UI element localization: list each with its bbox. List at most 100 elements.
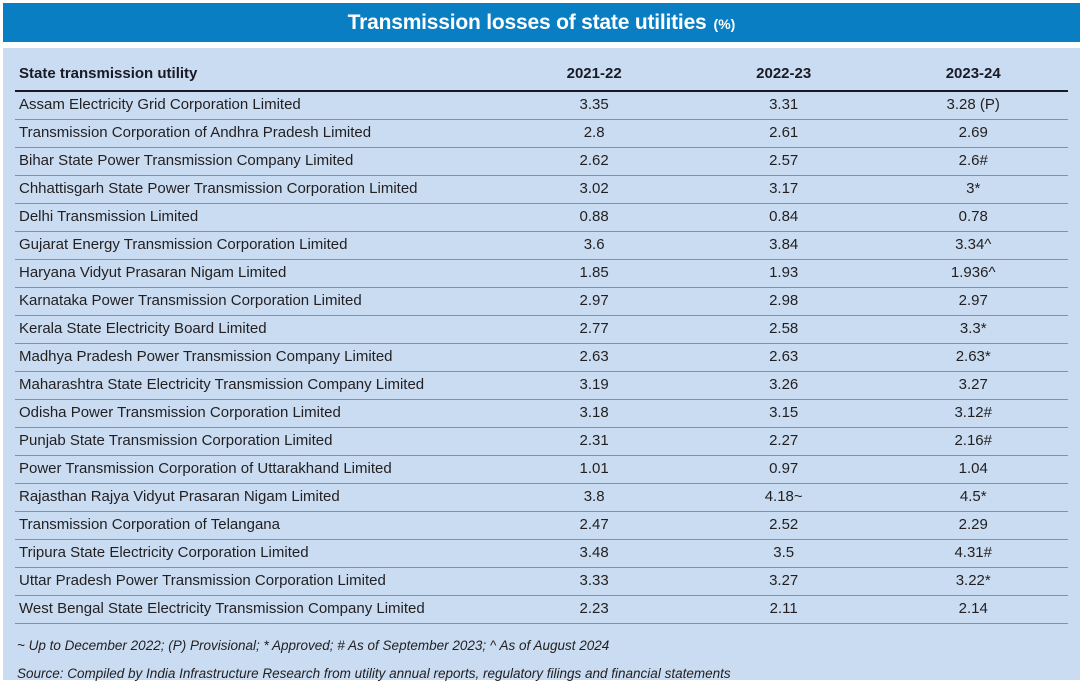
value-cell-2022-23: 2.98 [688,287,879,316]
value-cell-2022-23: 2.52 [688,511,879,540]
value-cell-2022-23: 2.57 [688,147,879,176]
table-row: Maharashtra State Electricity Transmissi… [15,371,1068,400]
utility-name-cell: Chhattisgarh State Power Transmission Co… [15,175,500,204]
value-cell-2023-24: 3.27 [878,371,1068,400]
utility-name-cell: Odisha Power Transmission Corporation Li… [15,399,500,428]
utility-name-cell: Transmission Corporation of Telangana [15,511,500,540]
value-cell-2021-22: 3.18 [499,399,689,428]
value-cell-2023-24: 2.14 [878,595,1068,624]
table-row: Power Transmission Corporation of Uttara… [15,455,1068,484]
table-row: Transmission Corporation of Telangana 2.4… [15,511,1068,540]
table-title-bar: Transmission losses of state utilities (… [3,3,1080,42]
table-row: Transmission Corporation of Andhra Prade… [15,119,1068,148]
value-cell-2022-23: 2.11 [688,595,879,624]
table-row: Gujarat Energy Transmission Corporation … [15,231,1068,260]
utility-name-cell: Rajasthan Rajya Vidyut Prasaran Nigam Li… [15,483,500,512]
value-cell-2022-23: 3.84 [688,231,879,260]
utility-name-cell: Power Transmission Corporation of Uttara… [15,455,500,484]
value-cell-2021-22: 0.88 [499,203,689,232]
value-cell-2021-22: 3.8 [499,483,689,512]
table-title-unit: (%) [713,15,736,32]
value-cell-2022-23: 4.18~ [688,483,879,512]
column-header-2021-22: 2021-22 [499,56,689,92]
value-cell-2021-22: 3.33 [499,567,689,596]
column-header-2022-23: 2022-23 [688,56,879,92]
table-title: Transmission losses of state utilities [347,10,707,34]
transmission-losses-table: State transmission utility 2021-22 2022-… [15,56,1068,624]
table-row: Bihar State Power Transmission Company L… [15,147,1068,176]
utility-name-cell: Haryana Vidyut Prasaran Nigam Limited [15,259,500,288]
utility-name-cell: Maharashtra State Electricity Transmissi… [15,371,500,400]
utility-name-cell: Delhi Transmission Limited [15,203,500,232]
value-cell-2021-22: 1.85 [499,259,689,288]
value-cell-2022-23: 2.27 [688,427,879,456]
value-cell-2023-24: 3.3* [878,315,1068,344]
table-row: Tripura State Electricity Corporation Li… [15,539,1068,568]
table-row: West Bengal State Electricity Transmissi… [15,595,1068,624]
value-cell-2023-24: 2.63* [878,343,1068,372]
value-cell-2022-23: 3.5 [688,539,879,568]
value-cell-2021-22: 2.77 [499,315,689,344]
value-cell-2021-22: 2.47 [499,511,689,540]
value-cell-2022-23: 3.26 [688,371,879,400]
value-cell-2023-24: 2.97 [878,287,1068,316]
value-cell-2023-24: 4.5* [878,483,1068,512]
value-cell-2021-22: 3.48 [499,539,689,568]
value-cell-2023-24: 2.6# [878,147,1068,176]
value-cell-2022-23: 1.93 [688,259,879,288]
footnote-source: Source: Compiled by India Infrastructure… [17,666,731,681]
utility-name-cell: Karnataka Power Transmission Corporation… [15,287,500,316]
footnote-symbols: ~ Up to December 2022; (P) Provisional; … [17,638,610,653]
value-cell-2022-23: 2.61 [688,119,879,148]
value-cell-2022-23: 3.17 [688,175,879,204]
value-cell-2021-22: 2.97 [499,287,689,316]
table-row: Chhattisgarh State Power Transmission Co… [15,175,1068,204]
table-row: Punjab State Transmission Corporation Li… [15,427,1068,456]
value-cell-2023-24: 3.28 (P) [878,91,1068,120]
value-cell-2023-24: 3.22* [878,567,1068,596]
value-cell-2021-22: 2.8 [499,119,689,148]
utility-name-cell: Tripura State Electricity Corporation Li… [15,539,500,568]
value-cell-2021-22: 2.23 [499,595,689,624]
utility-name-cell: Transmission Corporation of Andhra Prade… [15,119,500,148]
table-body: Assam Electricity Grid Corporation Limit… [15,91,1068,624]
table-row: Odisha Power Transmission Corporation Li… [15,399,1068,428]
table-row: Delhi Transmission Limited 0.88 0.84 0.78 [15,203,1068,232]
table-header-row: State transmission utility 2021-22 2022-… [15,56,1068,92]
utility-name-cell: Punjab State Transmission Corporation Li… [15,427,500,456]
value-cell-2021-22: 1.01 [499,455,689,484]
value-cell-2021-22: 3.19 [499,371,689,400]
table-row: Kerala State Electricity Board Limited 2.… [15,315,1068,344]
value-cell-2022-23: 0.97 [688,455,879,484]
value-cell-2021-22: 3.6 [499,231,689,260]
column-header-2023-24: 2023-24 [878,56,1068,92]
value-cell-2023-24: 3* [878,175,1068,204]
value-cell-2023-24: 0.78 [878,203,1068,232]
value-cell-2022-23: 3.31 [688,91,879,120]
utility-name-cell: Bihar State Power Transmission Company L… [15,147,500,176]
value-cell-2023-24: 3.12# [878,399,1068,428]
table-panel: State transmission utility 2021-22 2022-… [3,48,1080,681]
table-row: Uttar Pradesh Power Transmission Corpora… [15,567,1068,596]
table-row: Madhya Pradesh Power Transmission Compan… [15,343,1068,372]
value-cell-2022-23: 0.84 [688,203,879,232]
value-cell-2021-22: 3.02 [499,175,689,204]
table-row: Rajasthan Rajya Vidyut Prasaran Nigam Li… [15,483,1068,512]
column-header-utility: State transmission utility [15,56,500,92]
utility-name-cell: Kerala State Electricity Board Limited [15,315,500,344]
value-cell-2023-24: 3.34^ [878,231,1068,260]
utility-name-cell: Madhya Pradesh Power Transmission Compan… [15,343,500,372]
value-cell-2023-24: 2.69 [878,119,1068,148]
utility-name-cell: Gujarat Energy Transmission Corporation … [15,231,500,260]
utility-name-cell: Uttar Pradesh Power Transmission Corpora… [15,567,500,596]
utility-name-cell: West Bengal State Electricity Transmissi… [15,595,500,624]
value-cell-2021-22: 2.31 [499,427,689,456]
table-row: Karnataka Power Transmission Corporation… [15,287,1068,316]
value-cell-2021-22: 3.35 [499,91,689,120]
value-cell-2021-22: 2.62 [499,147,689,176]
utility-name-cell: Assam Electricity Grid Corporation Limit… [15,91,500,120]
value-cell-2022-23: 3.27 [688,567,879,596]
value-cell-2022-23: 2.63 [688,343,879,372]
value-cell-2023-24: 2.16# [878,427,1068,456]
